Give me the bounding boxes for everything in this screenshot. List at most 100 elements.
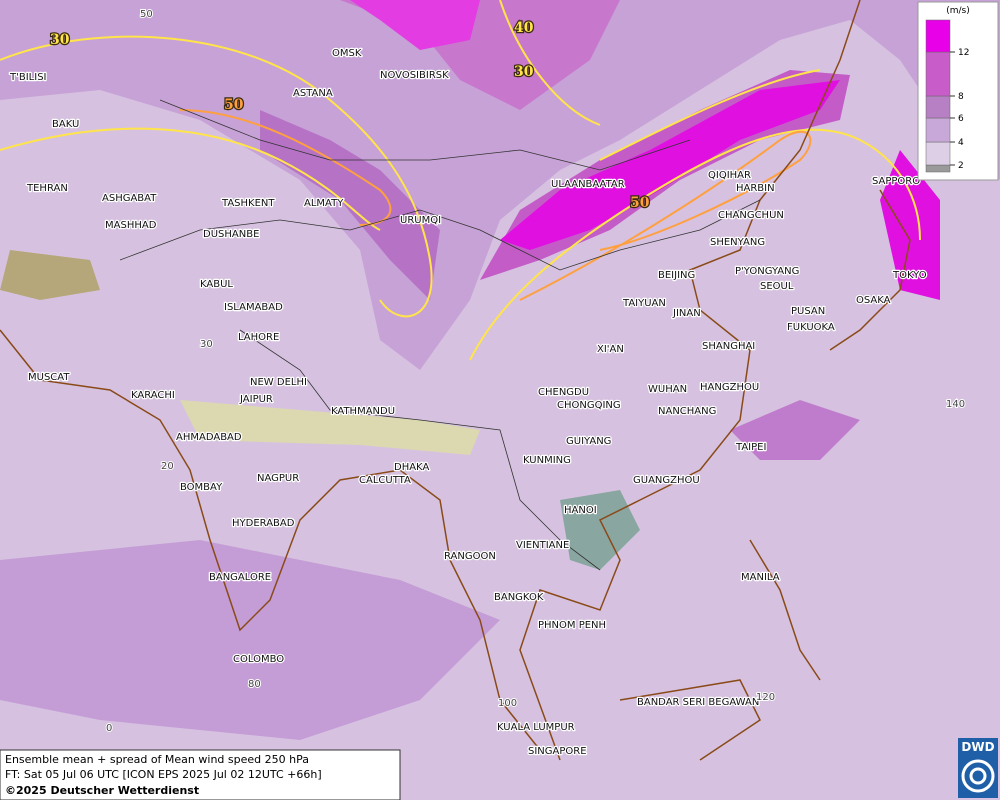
grid-label: 20	[161, 461, 174, 472]
city-label: NEW DELHI	[250, 377, 307, 388]
city-label: VIENTIANE	[516, 540, 569, 551]
city-label: SAPPORO	[872, 176, 920, 187]
city-label: TAIPEI	[735, 442, 766, 453]
city-label: CALCUTTA	[359, 475, 411, 486]
city-label: TEHRAN	[26, 183, 68, 194]
city-label: SEOUL	[760, 281, 794, 292]
city-label: BEIJING	[658, 270, 695, 281]
contour-label: 30	[50, 32, 70, 48]
city-label: HYDERABAD	[232, 518, 295, 529]
city-label: KABUL	[200, 279, 233, 290]
borders	[119, 99, 761, 571]
city-label: MANILA	[741, 572, 780, 583]
footer: Ensemble mean + spread of Mean wind spee…	[0, 749, 401, 800]
grid-label: 100	[498, 698, 517, 709]
legend-band	[925, 95, 951, 119]
city-label: HANOI	[564, 505, 597, 516]
footer-line: FT: Sat 05 Jul 06 UTC [ICON EPS 2025 Jul…	[5, 768, 322, 781]
contour-label: 50	[630, 195, 650, 211]
city-label: NAGPUR	[257, 473, 299, 484]
city-label: CHANGCHUN	[718, 210, 784, 221]
legend-band	[925, 164, 951, 173]
city-label: CHONGQING	[557, 400, 621, 411]
city-label: BANDAR SERI BEGAWAN	[637, 697, 759, 708]
legend-band	[925, 19, 951, 53]
city-label: MASHHAD	[105, 220, 157, 231]
city-label: KARACHI	[131, 390, 175, 401]
contour-labels: 30 40 30 50 50	[49, 19, 651, 213]
city-label: GUIYANG	[566, 436, 611, 447]
city-label: FUKUOKA	[787, 322, 835, 333]
city-label: TAIYUAN	[622, 298, 666, 309]
city-label: ULAANBAATAR	[551, 179, 625, 190]
legend-band	[925, 117, 951, 143]
city-labels: OMSK NOVOSIBIRSK T'BILISI ASTANA BAKU TE…	[8, 47, 928, 759]
city-label: NOVOSIBIRSK	[380, 70, 449, 81]
legend-label: 12	[958, 48, 969, 58]
legend-label: 6	[958, 114, 964, 124]
city-label: AHMADABAD	[176, 432, 242, 443]
city-label: SHENYANG	[710, 237, 765, 248]
wind-contours	[0, 0, 921, 361]
contour-label: 40	[514, 20, 534, 36]
city-label: DUSHANBE	[203, 229, 259, 240]
logo-icon	[969, 767, 987, 785]
city-label: NANCHANG	[658, 406, 716, 417]
coastlines	[0, 0, 911, 761]
city-label: HARBIN	[736, 183, 775, 194]
city-label: DHAKA	[394, 462, 429, 473]
city-label: GUANGZHOU	[633, 475, 700, 486]
city-label: HANGZHOU	[700, 382, 759, 393]
legend: (m/s) 2 4 6 8 12	[917, 1, 999, 181]
city-label: ALMATY	[304, 198, 344, 209]
city-label: LAHORE	[238, 332, 279, 343]
logo-icon	[961, 759, 995, 793]
city-label: SHANGHAI	[702, 341, 755, 352]
city-label: CHENGDU	[538, 387, 589, 398]
city-label: BANGALORE	[209, 572, 271, 583]
grid-label: 140	[946, 399, 965, 410]
city-label: P'YONGYANG	[735, 266, 799, 277]
footer-line: Ensemble mean + spread of Mean wind spee…	[5, 753, 309, 766]
city-label: XI'AN	[597, 344, 624, 355]
grid-label: 80	[248, 679, 261, 690]
footer-line: ©2025 Deutscher Wetterdienst	[5, 784, 199, 797]
legend-label: 4	[958, 138, 964, 148]
city-label: ASHGABAT	[102, 193, 157, 204]
city-label: MUSCAT	[28, 372, 70, 383]
city-label: TASHKENT	[221, 198, 275, 209]
city-label: COLOMBO	[233, 654, 284, 665]
logo-text: DWD	[961, 740, 994, 754]
city-label: OSAKA	[856, 295, 891, 306]
footer-box	[0, 749, 401, 800]
spread-field	[0, 0, 1000, 740]
city-label: SINGAPORE	[528, 746, 587, 757]
city-label: BANGKOK	[494, 592, 544, 603]
contour-label: 30	[514, 64, 534, 80]
legend-band	[925, 141, 951, 166]
grid-label: 30	[200, 339, 213, 350]
legend-unit: (m/s)	[946, 6, 970, 16]
city-label: KUALA LUMPUR	[497, 722, 575, 733]
grid-label: 120	[756, 692, 775, 703]
logo: DWD	[958, 738, 998, 798]
city-label: JAIPUR	[239, 394, 273, 405]
grid-label: 50	[140, 9, 153, 20]
legend-label: 2	[958, 161, 964, 171]
grid-label: 0	[106, 723, 112, 734]
grid-labels: 50 30 20 80 100 120 140 0	[105, 8, 966, 735]
city-label: PHNOM PENH	[538, 620, 606, 631]
city-label: WUHAN	[648, 384, 687, 395]
city-label: QIQIHAR	[708, 170, 751, 181]
city-label: BAKU	[52, 119, 79, 130]
city-label: JINAN	[672, 308, 701, 319]
city-label: KUNMING	[523, 455, 571, 466]
city-label: ASTANA	[293, 88, 333, 99]
city-label: KATHMANDU	[331, 406, 395, 417]
city-label: ISLAMABAD	[224, 302, 283, 313]
city-label: TOKYO	[892, 270, 927, 281]
city-label: T'BILISI	[9, 72, 46, 83]
city-label: URUMQI	[400, 215, 441, 226]
legend-band	[925, 51, 951, 97]
